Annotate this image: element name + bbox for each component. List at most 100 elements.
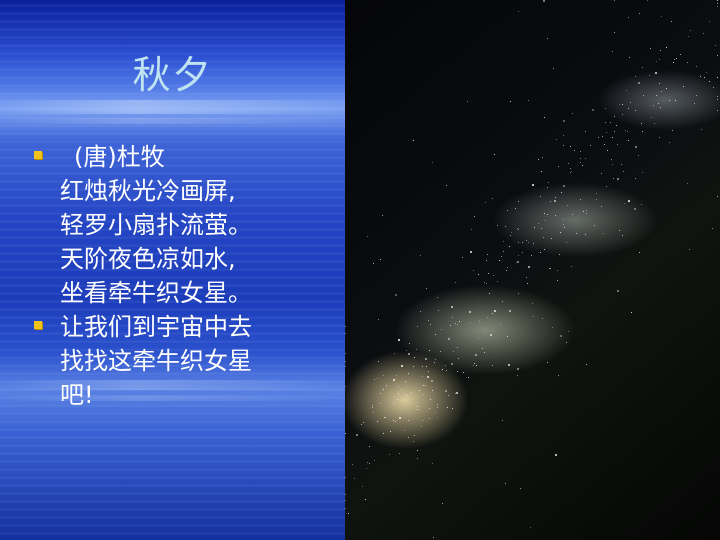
star-dot — [573, 149, 575, 151]
star-dot — [563, 119, 566, 122]
star-dot — [533, 242, 535, 244]
star-dot — [412, 440, 414, 442]
star-dot — [585, 212, 587, 214]
star-dot — [453, 351, 455, 353]
star-dot — [492, 274, 494, 276]
star-dot — [428, 319, 429, 321]
star-dot — [717, 110, 718, 112]
star-dot — [653, 122, 655, 124]
star-dot — [485, 260, 487, 262]
poem-author-line: (唐)杜牧 — [74, 143, 165, 171]
star-dot — [556, 269, 558, 271]
star-dot — [563, 223, 565, 225]
star-dot — [410, 394, 412, 396]
star-dot — [639, 12, 641, 14]
star-dot — [543, 213, 545, 215]
star-dot — [656, 94, 658, 96]
star-dot — [510, 231, 512, 233]
star-dot — [352, 464, 354, 466]
star-dot — [554, 453, 557, 456]
star-dot — [705, 71, 707, 73]
star-dot — [547, 38, 549, 40]
star-dot — [429, 350, 431, 352]
star-dot — [345, 360, 346, 362]
star-dot — [416, 325, 418, 327]
star-dot — [659, 49, 661, 51]
star-dot — [471, 229, 473, 231]
star-dot — [656, 60, 658, 62]
star-dot — [356, 433, 359, 436]
star-dot — [382, 375, 384, 377]
star-dot — [634, 75, 636, 77]
star-dot — [506, 266, 508, 268]
star-dot — [505, 225, 507, 227]
star-dot — [509, 101, 511, 103]
star-dot — [628, 17, 630, 19]
star-dot — [428, 407, 430, 409]
star-dot — [580, 198, 582, 200]
star-dot — [527, 265, 530, 268]
star-dot — [434, 361, 436, 363]
star-dot — [649, 48, 651, 50]
star-dot — [474, 216, 476, 218]
star-dot — [492, 365, 494, 367]
bullet-square-icon — [34, 321, 42, 329]
star-dot — [398, 452, 400, 454]
star-dot — [563, 145, 565, 147]
star-dot — [389, 453, 391, 455]
star-dot — [404, 380, 406, 382]
star-dot — [420, 254, 422, 256]
poem-line: 轻罗小扇扑流萤。 — [60, 211, 252, 239]
star-dot — [717, 0, 718, 1]
star-dot — [504, 483, 506, 485]
star-dot — [538, 223, 540, 225]
star-dot — [717, 2, 718, 4]
star-dot — [501, 420, 503, 422]
star-dot — [560, 191, 562, 193]
star-dot — [474, 362, 476, 364]
star-dot — [717, 95, 718, 97]
star-dot — [629, 102, 631, 104]
star-dot — [392, 419, 394, 421]
star-dot — [624, 129, 626, 131]
star-dot — [581, 165, 583, 167]
star-dot — [456, 370, 458, 372]
star-dot — [714, 44, 716, 46]
star-dot — [638, 81, 641, 84]
star-dot — [516, 261, 519, 264]
star-dot — [380, 403, 382, 405]
star-dot — [394, 353, 396, 355]
star-dot — [367, 461, 369, 463]
star-dot — [552, 68, 554, 70]
star-dot — [610, 159, 612, 161]
star-dot — [425, 366, 427, 367]
star-dot — [569, 146, 571, 148]
poem-line: 坐看牵牛织女星。 — [60, 279, 252, 307]
star-dot — [630, 312, 632, 314]
star-dot — [482, 348, 484, 350]
star-dot — [366, 236, 368, 238]
star-dot — [539, 196, 541, 198]
star-dot — [437, 407, 439, 409]
star-dot — [520, 487, 522, 489]
star-dot — [373, 412, 375, 414]
invitation-line: 找找这牵牛织女星 — [60, 347, 252, 375]
star-dot — [347, 512, 349, 514]
star-dot — [650, 117, 652, 119]
star-dot — [508, 246, 510, 248]
star-dot — [716, 77, 718, 79]
star-dot — [604, 122, 606, 124]
star-dot — [421, 420, 423, 422]
star-dot — [429, 418, 431, 420]
star-dot — [622, 103, 624, 105]
star-dot — [674, 59, 676, 61]
star-dot — [457, 324, 459, 326]
star-dot — [441, 369, 443, 371]
star-dot — [643, 95, 645, 97]
star-dot — [372, 405, 374, 407]
star-dot — [345, 325, 346, 327]
star-dot — [427, 370, 429, 372]
star-dot — [470, 251, 473, 254]
star-dot — [450, 362, 453, 365]
star-dot — [426, 376, 429, 379]
